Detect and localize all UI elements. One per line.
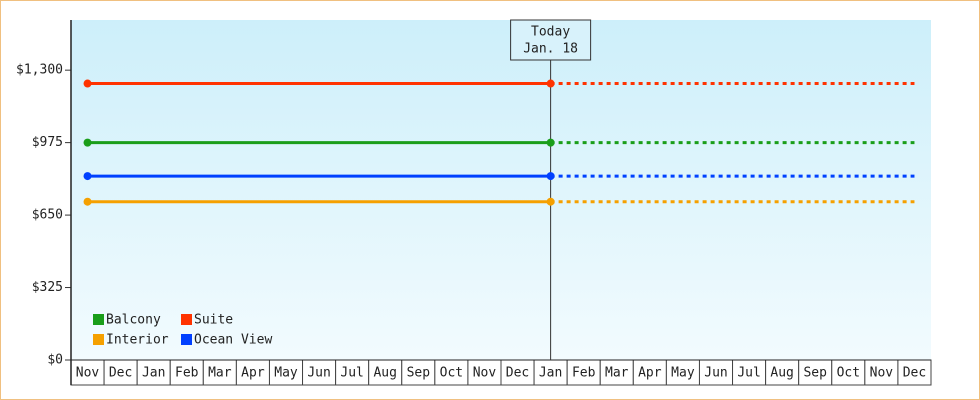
- x-tick-label: Nov: [473, 366, 497, 381]
- y-tick-label: $975: [32, 135, 63, 150]
- x-tick-label: Jun: [704, 366, 727, 381]
- x-tick-label: Jul: [737, 366, 760, 381]
- y-tick-label: $1,300: [16, 63, 63, 78]
- x-tick-label: Sep: [803, 366, 827, 381]
- legend-swatch: [181, 334, 192, 345]
- legend-swatch: [93, 334, 104, 345]
- point: [546, 79, 555, 88]
- x-tick-cell: [533, 359, 568, 386]
- x-tick-label: May: [671, 366, 695, 381]
- x-tick-label: Apr: [638, 366, 662, 381]
- x-tick-label: Nov: [76, 366, 100, 381]
- x-tick-label: Jan: [539, 366, 562, 381]
- x-tick-cell: [897, 359, 932, 386]
- x-tick-cell: [434, 359, 469, 386]
- x-tick-label: Jul: [340, 366, 363, 381]
- x-tick-cell: [665, 359, 700, 386]
- point: [83, 138, 92, 147]
- x-tick-label: Jun: [307, 366, 330, 381]
- point: [83, 197, 92, 206]
- x-tick-label: Apr: [241, 366, 265, 381]
- x-tick-label: Sep: [407, 366, 431, 381]
- today-label: Jan. 18: [523, 42, 578, 57]
- point: [546, 138, 555, 147]
- x-tick-label: Mar: [208, 366, 232, 381]
- x-tick-label: Dec: [109, 366, 132, 381]
- plot-area: [71, 20, 931, 360]
- legend-swatch: [181, 314, 192, 325]
- point: [546, 197, 555, 206]
- legend-label: Ocean View: [194, 333, 272, 348]
- x-tick-label: Feb: [572, 366, 596, 381]
- x-tick-label: May: [274, 366, 298, 381]
- y-tick-label: $0: [47, 353, 63, 368]
- point: [83, 79, 92, 88]
- x-tick-cell: [599, 359, 634, 386]
- x-tick-label: Mar: [605, 366, 629, 381]
- y-tick-label: $650: [32, 208, 63, 223]
- point: [83, 172, 92, 181]
- x-tick-cell: [765, 359, 800, 386]
- x-tick-label: Nov: [870, 366, 894, 381]
- x-tick-cell: [864, 359, 899, 386]
- legend-swatch: [93, 314, 104, 325]
- x-tick-label: Dec: [903, 366, 926, 381]
- legend-label: Balcony: [106, 313, 161, 328]
- x-tick-label: Feb: [175, 366, 199, 381]
- x-tick-cell: [632, 359, 667, 386]
- today-box: [510, 19, 592, 61]
- x-tick-label: Dec: [506, 366, 529, 381]
- x-tick-cell: [302, 359, 337, 386]
- point: [546, 172, 555, 181]
- x-tick-cell: [732, 359, 767, 386]
- x-tick-label: Oct: [440, 366, 463, 381]
- x-tick-label: Aug: [373, 366, 396, 381]
- x-tick-label: Jan: [142, 366, 165, 381]
- legend-label: Suite: [194, 313, 233, 328]
- today-label: Today: [531, 25, 570, 40]
- x-tick-label: Oct: [837, 366, 860, 381]
- y-tick-label: $325: [32, 280, 63, 295]
- x-tick-label: Aug: [770, 366, 793, 381]
- x-tick-cell: [500, 359, 535, 386]
- legend-label: Interior: [106, 333, 169, 348]
